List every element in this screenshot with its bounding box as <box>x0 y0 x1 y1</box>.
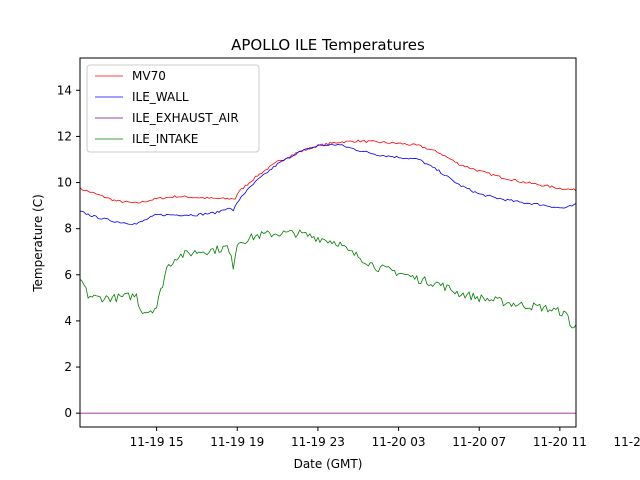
x-tick-label: 11-19 15 <box>130 435 184 449</box>
x-tick-label: 11-20 11 <box>533 435 587 449</box>
legend-label: ILE_EXHAUST_AIR <box>132 111 239 125</box>
x-axis: 11-19 15 11-19 19 11-19 23 11-20 03 11-20 07… <box>130 427 640 449</box>
x-tick-label: 11-20 07 <box>452 435 506 449</box>
legend-label: ILE_WALL <box>132 90 189 104</box>
series-layer <box>80 139 576 414</box>
x-axis-label: Date (GMT) <box>294 457 363 471</box>
y-axis: 0 2 4 6 8 10 12 14 <box>57 83 80 420</box>
legend-box <box>86 64 260 153</box>
y-tick-label: 12 <box>57 129 72 143</box>
y-tick-label: 14 <box>57 83 72 97</box>
plot-frame <box>79 57 577 428</box>
y-tick-label: 6 <box>64 268 72 282</box>
y-tick-label: 0 <box>64 406 72 420</box>
y-axis-label: Temperature (C) <box>31 194 45 293</box>
legend: MV70 ILE_WALL ILE_EXHAUST_AIR ILE_INTAKE <box>86 64 260 153</box>
x-tick-label: 11-19 19 <box>210 435 264 449</box>
y-tick-label: 10 <box>57 176 72 190</box>
series-line-mv70 <box>80 139 576 204</box>
y-tick-label: 8 <box>64 222 72 236</box>
y-tick-label: 4 <box>64 314 72 328</box>
x-tick-label: 11-20 15 <box>614 435 640 449</box>
legend-label: ILE_INTAKE <box>132 132 198 146</box>
x-tick-label: 11-19 23 <box>291 435 345 449</box>
y-tick-label: 2 <box>64 360 72 374</box>
chart-title: APOLLO ILE Temperatures <box>231 36 425 54</box>
series-line-ile-wall <box>80 143 576 225</box>
legend-label: MV70 <box>132 69 166 83</box>
x-tick-label: 11-20 03 <box>372 435 426 449</box>
series-line-ile-intake <box>80 229 576 329</box>
